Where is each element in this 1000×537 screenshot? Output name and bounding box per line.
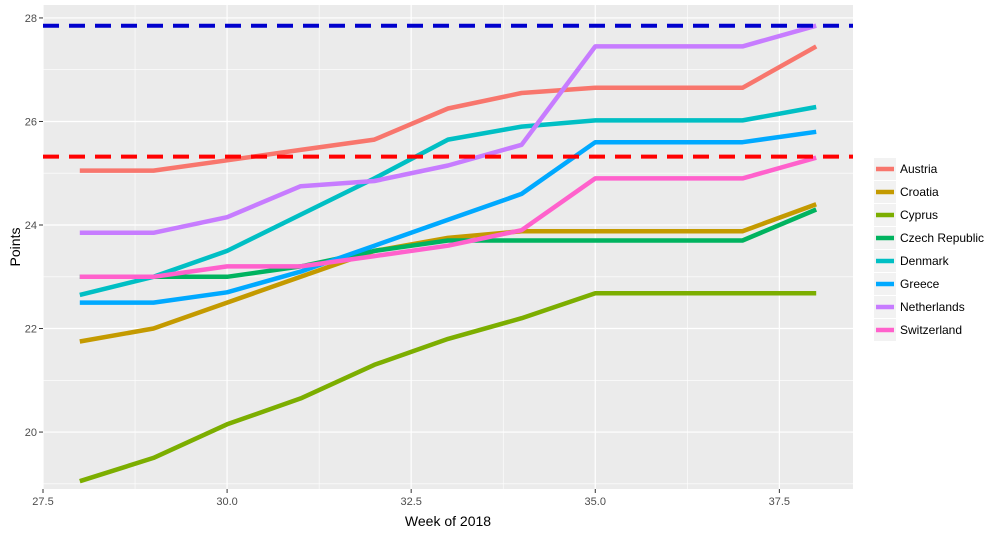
legend-label: Austria: [900, 162, 938, 176]
series-line-greece: [79, 129, 817, 305]
legend-item-switzerland: Switzerland: [874, 319, 962, 341]
legend-label: Switzerland: [900, 323, 962, 337]
y-tick-label: 20: [25, 427, 37, 439]
legend-item-croatia: Croatia: [874, 181, 939, 203]
reference-lines: [43, 23, 853, 159]
series-line-czech-republic: [79, 207, 818, 280]
series-line-switzerland: [79, 155, 817, 280]
series-lines: [79, 23, 818, 484]
legend-item-austria: Austria: [874, 158, 938, 180]
legend-label: Denmark: [900, 254, 950, 268]
series-line-croatia: [79, 202, 817, 344]
legend-label: Cyprus: [900, 208, 938, 222]
series-line-netherlands: [79, 23, 817, 236]
legend-item-denmark: Denmark: [874, 250, 950, 272]
y-tick-label: 22: [25, 324, 37, 336]
x-tick-label: 35.0: [585, 496, 606, 508]
legend-item-netherlands: Netherlands: [874, 296, 965, 318]
legend-label: Greece: [900, 277, 940, 291]
x-tick-label: 37.5: [769, 496, 790, 508]
legend-item-greece: Greece: [874, 273, 940, 295]
legend-label: Czech Republic: [900, 231, 984, 245]
x-tick-label: 27.5: [32, 496, 53, 508]
legend-item-czech-republic: Czech Republic: [874, 227, 984, 249]
legend-item-cyprus: Cyprus: [874, 204, 938, 226]
y-tick-label: 24: [25, 220, 37, 232]
x-axis: 27.5 30.0 32.5 35.0 37.5: [32, 489, 790, 508]
legend-label: Croatia: [900, 185, 939, 199]
series-line-cyprus: [79, 291, 817, 484]
x-axis-title: Week of 2018: [405, 513, 491, 529]
y-tick-label: 26: [25, 116, 37, 128]
y-axis: 20 22 24 26 28: [25, 13, 43, 439]
series-line-denmark: [79, 104, 817, 298]
y-tick-label: 28: [25, 13, 37, 25]
y-axis-title: Points: [7, 228, 23, 267]
grid-major: [42, 5, 853, 489]
legend: Austria Croatia Cyprus Czech Republic Denmar…: [874, 158, 984, 341]
series-line-austria: [79, 44, 818, 173]
grid-minor: [43, 5, 853, 489]
x-tick-label: 30.0: [216, 496, 237, 508]
legend-label: Netherlands: [900, 300, 965, 314]
x-tick-label: 32.5: [400, 496, 421, 508]
